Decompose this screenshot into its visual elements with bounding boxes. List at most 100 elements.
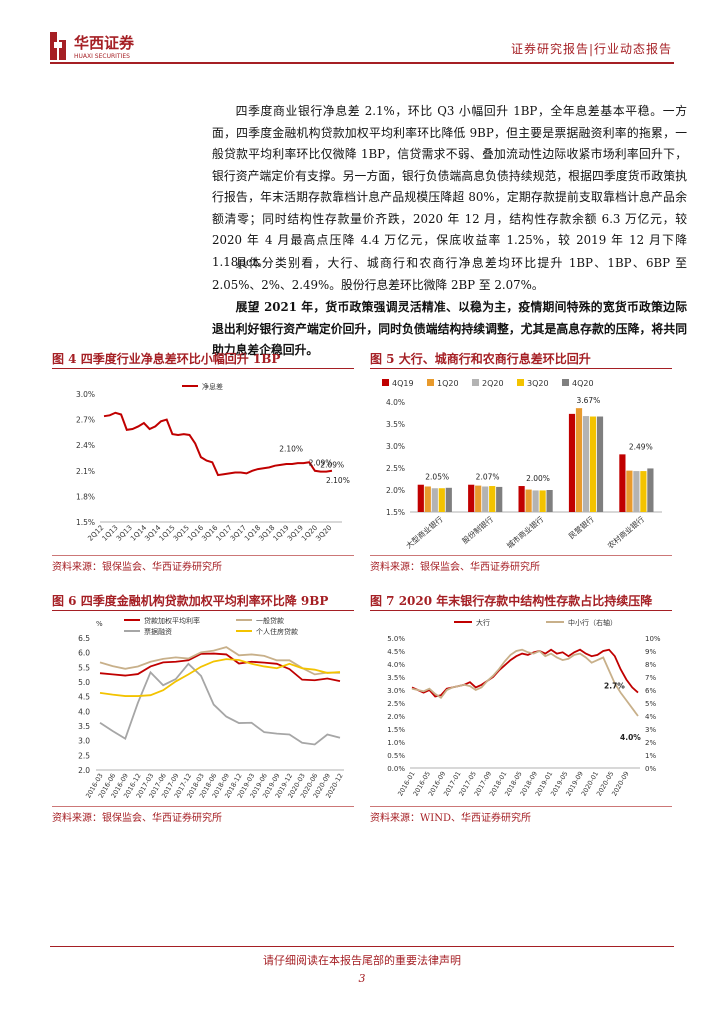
fig5-category-label: 城市商业银行 [504, 514, 545, 551]
fig5-data-label: 2.05% [425, 473, 449, 482]
fig5-bar [647, 468, 654, 512]
fig5-data-label: 3.67% [576, 396, 600, 405]
fig4-ytick-label: 3.0% [76, 390, 95, 399]
fig6-legend-label: 个人住房贷款 [256, 627, 298, 636]
fig5-ytick-label: 4.0% [386, 398, 405, 407]
fig6-ytick-label: 6.5 [78, 634, 90, 643]
fig7-ytick-left: 4.5% [387, 648, 405, 656]
fig5-legend-swatch [382, 379, 389, 386]
fig6-ytick-label: 4.0 [78, 707, 90, 716]
fig5-category-label: 农村商业银行 [605, 514, 646, 551]
fig6-ytick-label: 6.0 [78, 649, 90, 658]
fig7-ytick-left: 3.5% [387, 674, 405, 682]
fig4-legend-label: 净息差 [202, 382, 223, 391]
fig7-ytick-right: 3% [645, 726, 656, 734]
fig6-series-line [99, 652, 341, 683]
fig6-series-line [99, 658, 341, 697]
fig5-chart: 4Q19 1Q20 2Q20 3Q20 4Q20 4.0% 3.5% 3.0% 2.5% 2.0… [382, 379, 662, 551]
fig7-annotation: 4.0% [620, 733, 641, 742]
fig4-bottom-rule [52, 555, 354, 556]
fig6-ytick-label: 5.5 [78, 663, 90, 672]
fig5-legend-label: 2Q20 [482, 379, 504, 388]
fig6-ytick-label: 2.0 [78, 766, 90, 775]
fig5-legend-label: 3Q20 [527, 379, 549, 388]
fig6-title: 图 6 四季度金融机构贷款加权平均利率环比降 9BP [52, 594, 329, 608]
fig5-category-label: 股份制银行 [460, 514, 496, 546]
report-type-label: 证券研究报告|行业动态报告 [510, 42, 672, 56]
fig5-data-label: 2.00% [526, 474, 550, 483]
fig5-bar [489, 486, 496, 512]
fig4-ytick-label: 1.5% [76, 518, 95, 527]
fig5-bar [626, 470, 633, 512]
fig5-bar [482, 486, 489, 512]
fig7-series-line-small [411, 648, 639, 717]
fig4-annotation: 2.09% [309, 459, 333, 468]
fig5-bar [438, 488, 445, 512]
fig7-ytick-right: 1% [645, 752, 656, 760]
fig4-title: 图 4 四季度行业净息差环比小幅回升 1BP [52, 352, 281, 366]
fig4-annotation: 2.10% [326, 476, 350, 485]
fig7-ytick-left: 1.0% [387, 739, 405, 747]
fig7-legend-label: 大行 [476, 618, 490, 627]
fig7-source: 资料来源：WIND、华西证券研究所 [370, 813, 531, 824]
fig5-ytick-label: 2.0% [386, 486, 405, 495]
fig5-top-rule [370, 368, 672, 369]
fig5-legend-swatch [427, 379, 434, 386]
paragraph-1: 四季度商业银行净息差 2.1%，环比 Q3 小幅回升 1BP，全年息差基本平稳。… [212, 104, 687, 269]
fig5-legend-label: 1Q20 [437, 379, 459, 388]
fig6-legend-label: 票据融资 [144, 627, 172, 636]
fig4-xtick-label: 3Q20 [314, 524, 333, 543]
fig5-bar [475, 485, 482, 512]
footer-divider [50, 946, 674, 947]
fig7-chart: 大行 中小行（右轴） 5.0% 4.5% 4.0% 3.5% 3.0% 2.5% 2.0% 1.… [387, 618, 661, 798]
fig5-bar [417, 484, 424, 512]
footer-disclaimer: 请仔细阅读在本报告尾部的重要法律声明 [263, 954, 461, 967]
fig7-ytick-right: 8% [645, 661, 656, 669]
fig6-source: 资料来源：银保监会、华西证券研究所 [52, 813, 222, 824]
fig6-unit: % [96, 620, 103, 628]
paragraph-2: 具体分类别看，大行、城商行和农商行净息差均环比提升 1BP、1BP、6BP 至 … [212, 256, 687, 292]
fig7-ytick-right: 0% [645, 765, 656, 773]
fig5-data-label: 2.07% [476, 473, 500, 482]
fig7-ytick-right: 9% [645, 648, 656, 656]
fig5-title: 图 5 大行、城商行和农商行息差环比回升 [370, 352, 591, 366]
fig4-annotation: 2.10% [279, 444, 303, 453]
fig5-ytick-label: 1.5% [386, 508, 405, 517]
fig6-top-rule [52, 610, 354, 611]
fig6-ytick-label: 3.5 [78, 722, 90, 731]
fig6-ytick-label: 5.0 [78, 678, 90, 687]
fig5-category-label: 大型商业银行 [404, 514, 445, 551]
fig4-ytick-label: 1.8% [76, 492, 95, 501]
fig5-bar [431, 488, 438, 512]
fig7-ytick-left: 5.0% [387, 635, 405, 643]
fig5-data-label: 2.49% [629, 442, 653, 451]
fig4-series-line [103, 411, 333, 477]
fig7-ytick-right: 5% [645, 700, 656, 708]
fig7-ytick-left: 0.0% [387, 765, 405, 773]
fig6-ytick-label: 3.0 [78, 737, 90, 746]
fig6-ytick-label: 2.5 [78, 751, 90, 760]
fig7-title: 图 7 2020 年末银行存款中结构性存款占比持续压降 [370, 594, 653, 608]
fig7-annotation: 2.7% [604, 682, 625, 691]
fig5-bar [589, 416, 597, 512]
fig7-ytick-right: 7% [645, 674, 656, 682]
fig5-source: 资料来源：银保监会、华西证券研究所 [370, 562, 540, 573]
fig5-category-label: 民营银行 [566, 514, 596, 541]
fig4-ytick-label: 2.7% [76, 416, 95, 425]
fig5-legend-swatch [517, 379, 524, 386]
fig5-bar [532, 490, 539, 512]
fig7-ytick-left: 2.5% [387, 700, 405, 708]
logo-mark-icon [50, 32, 57, 60]
fig7-ytick-left: 1.5% [387, 726, 405, 734]
fig5-bar [468, 484, 475, 512]
fig4-ytick-label: 2.4% [76, 441, 95, 450]
fig5-ytick-label: 3.0% [386, 442, 405, 451]
fig4-chart: 净息差 3.0%2.7%2.4%2.1%1.8%1.5% 2Q121Q133Q1… [76, 382, 350, 543]
fig5-bar [640, 471, 647, 512]
fig5-legend-swatch [472, 379, 479, 386]
fig7-ytick-left: 2.0% [387, 713, 405, 721]
fig4-ytick-label: 2.1% [76, 467, 95, 476]
fig5-bar [575, 408, 583, 512]
logo-cn-text: 华西证券 [74, 34, 135, 52]
